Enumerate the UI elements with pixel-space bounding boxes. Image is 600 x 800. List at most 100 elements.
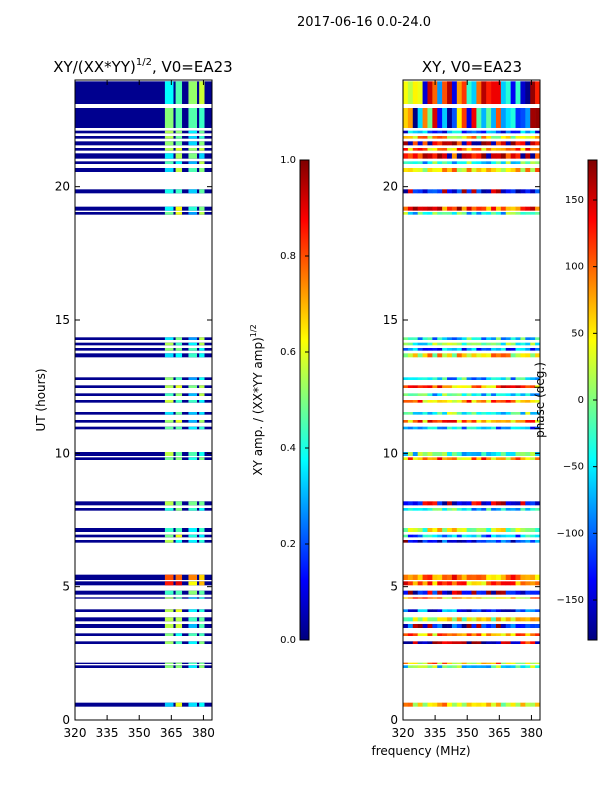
phase-band-cell [525,617,531,622]
phase-band-cell [447,597,453,599]
phase-band-cell [456,420,463,423]
phase-band-cell [525,457,531,460]
phase-band-cell [535,385,541,388]
amplitude-band [75,665,212,668]
amplitude-band-highlight [188,590,198,595]
phase-band-cell [535,420,541,423]
phase-band-cell [451,348,458,351]
amplitude-band [75,141,212,146]
phase-band-cell [432,590,438,595]
x-tick-label: 320 [392,726,415,740]
amplitude-band-highlight [175,426,183,430]
phase-band-cell [403,633,409,636]
phase-band-cell [481,420,487,423]
phase-band-cell [447,393,453,396]
phase-band-cell [535,212,541,215]
phase-band-cell [451,617,458,622]
amplitude-band-highlight [188,641,198,644]
phase-band-cell [535,189,541,194]
phase-band-cell [432,141,438,146]
phase-band-cell [481,337,487,340]
phase-band-cell [466,574,472,580]
amplitude-band-highlight [175,337,183,340]
amplitude-band-highlight [175,609,183,612]
phase-band-cell [407,597,414,599]
amplitude-band-highlight [199,452,205,456]
phase-band-cell [471,581,477,586]
phase-band-cell [442,400,448,403]
phase-band-cell [432,426,438,430]
phase-band-cell [481,206,487,211]
phase-band-cell [412,590,418,595]
amplitude-band-highlight [188,534,198,538]
phase-band-cell [456,342,463,346]
amplitude-band-highlight [175,534,183,538]
amplitude-colorbar-bar [299,159,310,641]
phase-band-cell [471,136,477,139]
phase-band-cell [461,206,467,211]
phase-band-cell [500,136,507,139]
amplitude-band-highlight [164,426,174,430]
phase-band-cell [427,130,433,134]
phase-band-cell [510,353,516,358]
phase-band-cell [466,457,472,460]
phase-band-cell [422,108,428,128]
phase-band-cell [412,400,418,403]
colorbar-tick-label: 0.0 [280,635,296,646]
phase-band-cell [535,633,541,636]
phase-band-cell [481,540,487,543]
phase-band-cell [456,81,463,104]
phase-band-cell [432,574,438,580]
phase-band-cell [466,641,472,644]
phase-band-cell [432,633,438,636]
amplitude-band-highlight [175,597,183,599]
phase-band-cell [432,353,438,358]
colorbar-tick-label: 1.0 [280,155,296,166]
phase-band-cell [530,501,536,506]
phase-band-cell [432,702,438,707]
amplitude-band-highlight [175,412,183,415]
phase-band-cell [437,617,443,622]
phase-band-cell [422,662,428,664]
phase-band-cell [461,574,467,580]
amplitude-band-highlight [164,534,174,538]
phase-band-cell [466,348,472,351]
phase-band-cell [466,141,472,146]
phase-band-cell [476,624,482,628]
phase-band-cell [486,141,492,146]
phase-band-cell [535,528,541,532]
phase-band-cell [442,665,448,668]
phase-band-cell [456,412,463,415]
phase-band-cell [520,148,526,151]
phase-band-cell [481,624,487,628]
phase-band-cell [500,534,507,538]
phase-band-cell [486,168,492,172]
phase-band-cell [515,108,521,128]
amplitude-band-highlight [164,633,174,636]
phase-band-cell [500,393,507,396]
phase-band-cell [461,501,467,506]
phase-band-cell [403,141,409,146]
phase-band-cell [442,168,448,172]
phase-band-cell [422,141,428,146]
phase-band-cell [491,624,497,628]
phase-band-cell [451,508,458,511]
phase-band-cell [447,189,453,194]
phase-heatmap [403,81,541,707]
phase-band-cell [451,342,458,346]
phase-band-cell [456,393,463,396]
phase-band-cell [422,452,428,456]
phase-band-cell [412,702,418,707]
phase-band-cell [442,508,448,511]
amplitude-panel: XY/(XX*YY)1/2, V0=EA23 320 335 350 365 380 0 5… [34,57,233,740]
phase-band-cell [417,457,423,460]
phase-band-cell [442,141,448,146]
phase-band-cell [412,168,418,172]
phase-band-cell [510,393,516,396]
amplitude-band-highlight [188,400,198,403]
phase-band-cell [417,81,423,104]
phase-band-cell [476,206,482,211]
phase-band-cell [403,426,409,430]
phase-band-cell [417,385,423,388]
phase-band-cell [495,393,502,396]
